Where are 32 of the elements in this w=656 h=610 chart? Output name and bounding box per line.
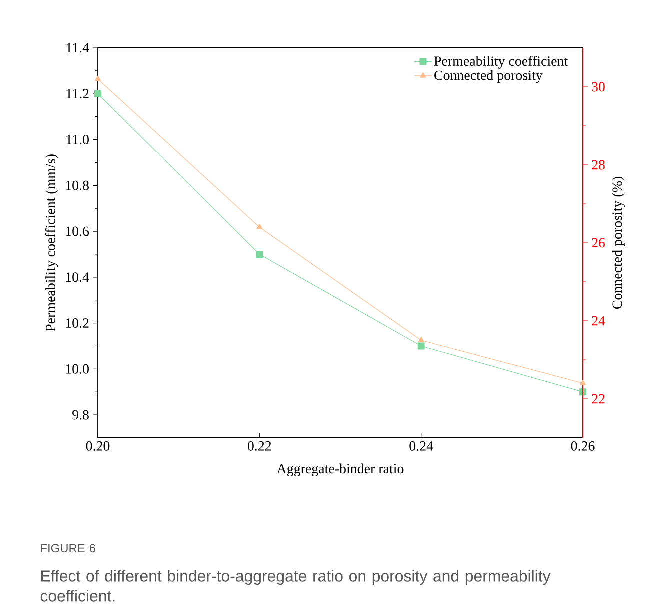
y-tick-label: 10.8	[66, 180, 89, 190]
y2-tick-label: 26	[592, 238, 606, 248]
x-axis-title: Aggregate-binder ratio	[276, 464, 404, 477]
point	[256, 250, 264, 258]
y-tick-label: 10.2	[66, 318, 89, 328]
y2-tick-label: 28	[592, 160, 605, 170]
text: Effect of different binder-to-aggregate ratio on porosity and permeability coefficient.	[40, 570, 551, 602]
legend-label: Connected porosity	[434, 70, 543, 84]
point	[256, 224, 263, 230]
x-tick-label: 0.22	[248, 442, 272, 451]
y-axis-title: Permeability coefficient (mm/s)	[45, 154, 58, 332]
point	[94, 90, 102, 98]
x-tick-label: 0.24	[410, 442, 434, 451]
y-tick-label: 11.2	[66, 89, 89, 99]
y-tick-label: 10.4	[66, 272, 90, 282]
y-tick-label: 10.6	[66, 226, 90, 236]
point	[94, 76, 102, 82]
y-tick-label: 9.8	[72, 410, 89, 420]
y-tick-label: 10.0	[66, 364, 89, 374]
point	[580, 380, 586, 386]
y2-tick-label: 30	[592, 82, 605, 92]
legend-label: Permeability coefficient	[434, 56, 568, 69]
caption: FIGURE 6	[41, 544, 96, 553]
y2-tick-label: 22	[592, 394, 605, 404]
x-tick-label: 0.20	[86, 442, 110, 451]
y2-axis-title: Connected porosity (%)	[612, 176, 625, 310]
x-tick-label: 0.26	[571, 442, 595, 451]
point	[418, 337, 424, 342]
y-tick-label: 11.0	[66, 135, 89, 144]
point	[418, 342, 425, 350]
y2-tick-label: 24	[592, 316, 606, 326]
y-tick-label: 11.4	[66, 43, 90, 53]
